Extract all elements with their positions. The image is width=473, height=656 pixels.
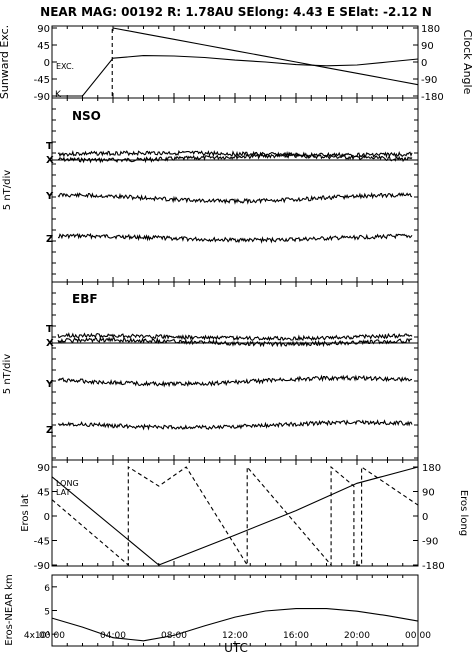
legend-long: LONG — [56, 479, 79, 488]
y-tick-label: -45 — [34, 537, 50, 548]
x-tick-label: 00:00 — [39, 631, 65, 641]
y-tick-label: 90 — [421, 41, 434, 52]
ebf-z-trace — [57, 419, 413, 431]
panel-nso: NSO 5 nT/div T X Y Z — [2, 97, 419, 283]
ebf-t-trace — [57, 332, 413, 342]
eros-lat-series — [51, 466, 419, 566]
p4-right-tick-labels: 180 90 0 -90 -180 — [413, 463, 445, 572]
ebf-z-label: Z — [46, 425, 53, 436]
y-tick-label: 45 — [37, 488, 50, 499]
nso-ylabel: 5 nT/div — [2, 170, 13, 210]
x-tick-label: 00:00 — [405, 631, 431, 641]
x-tick-label: 16:00 — [283, 631, 309, 641]
nso-title: NSO — [72, 109, 101, 123]
eros-long-series — [51, 465, 419, 567]
ebf-t-label: T — [46, 324, 53, 335]
p4-series-group — [51, 465, 419, 567]
y-tick-label: -180 — [422, 561, 445, 572]
p1-series-group — [52, 27, 419, 97]
ebf-x-trace — [57, 336, 413, 348]
y-tick-label: 5 — [44, 608, 50, 618]
nso-traces — [52, 108, 418, 275]
x-axis-label: UTC — [224, 641, 248, 655]
panel-ebf: EBF 5 nT/div T X Y Z — [2, 281, 419, 461]
ebf-y-trace — [57, 374, 413, 388]
x-tick-label: 04:00 — [100, 631, 126, 641]
ebf-title: EBF — [72, 292, 98, 306]
p5-tick-labels: 6 5 4x10¹ — [24, 584, 57, 641]
panel-eros-lat-long: Eros lat Eros long LONG LAT 90450-45-90 … — [20, 459, 469, 572]
ebf-y-label: Y — [45, 379, 54, 390]
y-tick-label: -45 — [34, 75, 50, 86]
y-tick-label: 90 — [37, 24, 50, 35]
ebf-ylabel: 5 nT/div — [2, 354, 13, 394]
nso-t-label: T — [46, 141, 53, 152]
clock-angle-series — [112, 27, 419, 86]
figure-title: NEAR MAG: 00192 R: 1.78AU SElong: 4.43 E… — [40, 5, 432, 19]
x-tick-label: 20:00 — [344, 631, 370, 641]
y-tick-label: 0 — [421, 58, 427, 69]
nso-y-label: Y — [45, 191, 54, 202]
eros-near-distance-series — [51, 608, 419, 642]
panel-2-frame — [51, 97, 419, 283]
panel-3-frame — [51, 281, 419, 461]
y-tick-label: -180 — [421, 92, 444, 103]
y-tick-label: 180 — [421, 24, 440, 35]
panel-1-frame — [51, 25, 419, 99]
panel-4-frame — [51, 459, 419, 567]
x-tick-label: 08:00 — [161, 631, 187, 641]
eros-lat-label: Eros lat — [20, 494, 31, 532]
sunward-exc-series — [52, 55, 419, 97]
y-tick-label: -90 — [34, 92, 50, 103]
clock-angle-label: Clock Angle — [461, 30, 473, 95]
y-tick-label: 6 — [44, 584, 50, 594]
y-tick-label: 90 — [422, 488, 435, 499]
y-tick-label: -90 — [421, 75, 437, 86]
y-tick-label: 0 — [422, 512, 428, 523]
ebf-x-label: X — [46, 338, 54, 349]
sunward-exc-label: Sunward Exc. — [0, 25, 11, 99]
nso-z-trace — [57, 232, 413, 244]
p4-left-tick-labels: 90 45 0 -45 -90 — [34, 463, 57, 572]
p1-left-tick-labels: 90 45 0 -45 -90 — [34, 24, 57, 103]
ebf-traces — [52, 292, 418, 459]
x-axis-ticks: 00:00 04:00 08:00 12:00 16:00 20:00 00:00 — [39, 26, 431, 646]
exc-annotation: EXC. — [56, 62, 74, 71]
y-tick-label: 180 — [422, 463, 441, 474]
panel-sunward-clock: Sunward Exc. Clock Angle 90 45 0 -45 -90 180… — [0, 24, 473, 103]
y-tick-label: 0 — [44, 512, 50, 523]
legend-lat: LAT — [56, 488, 70, 497]
nso-z-label: Z — [46, 234, 53, 245]
nso-x-label: X — [46, 155, 54, 166]
nso-x-trace — [57, 152, 413, 164]
y-tick-label: -90 — [34, 561, 50, 572]
eros-long-label: Eros long — [458, 490, 469, 536]
eros-near-label: Eros-NEAR km — [4, 574, 15, 645]
y-tick-label: 4x10¹ — [24, 631, 51, 641]
p5-series-group — [51, 608, 419, 642]
y-tick-label: -90 — [422, 537, 438, 548]
y-tick-label: 90 — [37, 463, 50, 474]
y-tick-label: 0 — [44, 58, 50, 69]
k-annotation: K — [55, 90, 62, 100]
nso-y-trace — [57, 192, 413, 205]
y-tick-label: 45 — [37, 41, 50, 52]
p1-right-tick-labels: 180 90 0 -90 -180 — [413, 24, 444, 103]
x-tick-label: 12:00 — [222, 631, 248, 641]
